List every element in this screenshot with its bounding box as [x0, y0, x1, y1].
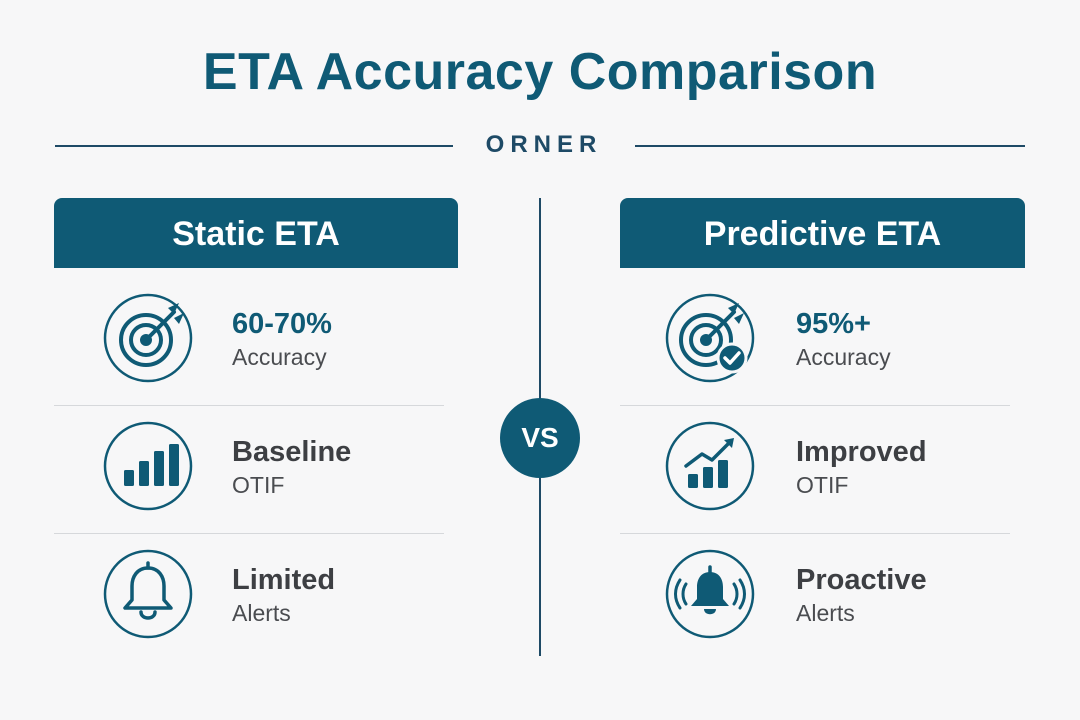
- static-accuracy-value: 60-70%: [232, 308, 332, 340]
- static-alerts-value: Limited: [232, 564, 336, 596]
- static-accuracy-item: 60-70% Accuracy: [54, 278, 444, 406]
- static-alerts-label: Alerts: [232, 600, 291, 626]
- static-otif-text: Baseline OTIF: [232, 434, 351, 500]
- predictive-otif-label: OTIF: [796, 472, 849, 498]
- vs-badge: VS: [500, 398, 580, 478]
- predictive-accuracy-label: Accuracy: [796, 344, 891, 370]
- subtitle: ORNER: [485, 131, 603, 158]
- predictive-eta-header: Predictive ETA: [620, 198, 1025, 268]
- static-alerts-text: Limited Alerts: [232, 562, 335, 628]
- target-icon: [102, 292, 194, 384]
- static-accuracy-text: 60-70% Accuracy: [232, 306, 332, 372]
- predictive-accuracy-value: 95%+: [796, 308, 871, 340]
- static-otif-label: OTIF: [232, 472, 285, 498]
- static-eta-header: Static ETA: [54, 198, 458, 268]
- predictive-otif-item: Improved OTIF: [620, 406, 1010, 534]
- predictive-otif-value: Improved: [796, 436, 927, 468]
- static-accuracy-label: Accuracy: [232, 344, 327, 370]
- target-check-icon: [664, 292, 756, 384]
- subtitle-rule-left: [55, 145, 453, 147]
- predictive-alerts-text: Proactive Alerts: [796, 562, 927, 628]
- predictive-accuracy-item: 95%+ Accuracy: [620, 278, 1010, 406]
- predictive-accuracy-text: 95%+ Accuracy: [796, 306, 891, 372]
- subtitle-rule-right: [635, 145, 1025, 147]
- static-otif-item: Baseline OTIF: [54, 406, 444, 534]
- predictive-alerts-value: Proactive: [796, 564, 927, 596]
- predictive-alerts-label: Alerts: [796, 600, 855, 626]
- predictive-otif-text: Improved OTIF: [796, 434, 927, 500]
- static-alerts-item: Limited Alerts: [54, 534, 444, 662]
- predictive-eta-column: Predictive ETA 95%+ Accuracy: [620, 198, 1025, 639]
- ringing-bell-icon: [664, 548, 756, 640]
- page-title: ETA Accuracy Comparison: [202, 43, 878, 101]
- bar-chart-icon: [102, 420, 194, 512]
- static-otif-value: Baseline: [232, 436, 352, 468]
- static-eta-column: Static ETA 60-70% Accuracy: [54, 198, 458, 639]
- predictive-alerts-item: Proactive Alerts: [620, 534, 1010, 662]
- bell-icon: [102, 548, 194, 640]
- subtitle-row: ORNER: [55, 128, 1025, 164]
- trending-bar-chart-icon: [664, 420, 756, 512]
